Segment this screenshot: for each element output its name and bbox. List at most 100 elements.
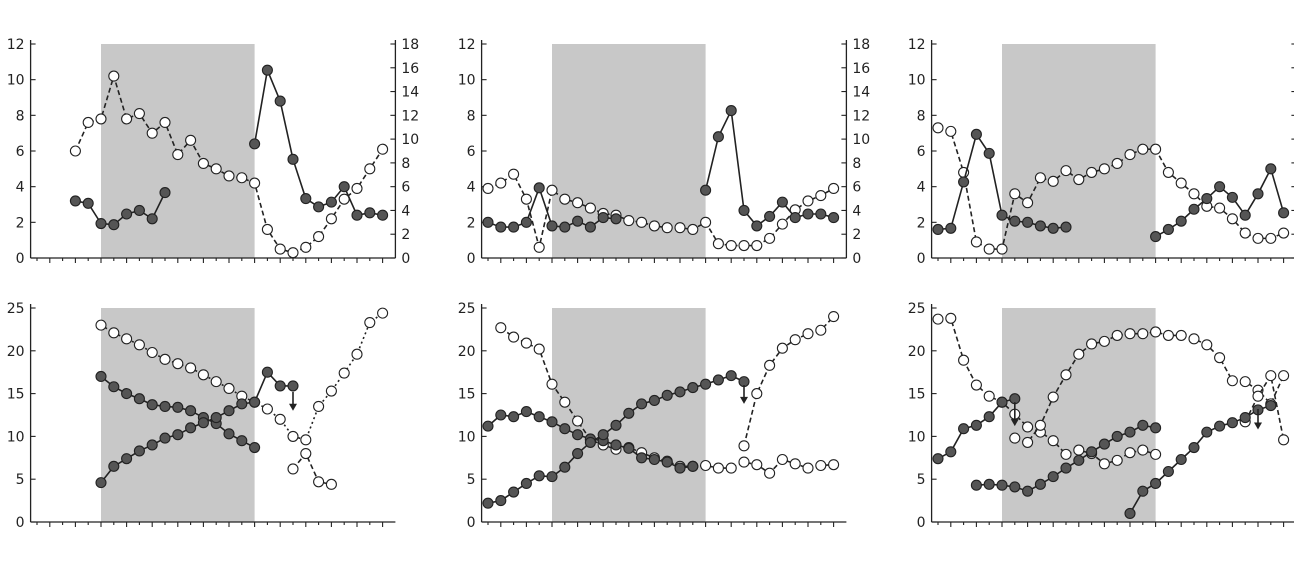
data-point-open <box>1098 458 1110 470</box>
data-point-filled <box>495 409 507 421</box>
data-point-open <box>1111 329 1123 341</box>
data-point-open <box>764 467 776 479</box>
upper-y-tick-label: 8 <box>16 108 25 124</box>
data-point-open <box>725 239 737 252</box>
data-point-filled <box>236 398 248 410</box>
upper-y2-tick-label: 4 <box>852 203 861 219</box>
data-point-open <box>559 193 571 205</box>
data-point-filled <box>597 212 609 224</box>
upper-y-tick-label: 8 <box>467 108 476 124</box>
data-point-filled <box>789 212 801 224</box>
data-point-filled <box>712 374 724 386</box>
data-point-filled <box>377 209 389 221</box>
data-point-open <box>1098 335 1110 347</box>
data-point-open <box>802 328 814 340</box>
data-point-filled <box>815 208 827 220</box>
data-point-open <box>95 319 107 331</box>
series-line-2-0 <box>500 327 834 475</box>
series-line-0-0 <box>487 173 834 248</box>
data-point-open <box>738 456 750 468</box>
data-point-filled <box>197 417 209 429</box>
data-point-open <box>1047 391 1059 403</box>
data-point-open <box>364 163 376 175</box>
data-point-open <box>725 462 737 474</box>
data-point-filled <box>1162 223 1174 236</box>
data-point-open <box>1239 227 1251 239</box>
data-point-filled <box>108 381 120 393</box>
data-point-open <box>764 232 776 244</box>
data-point-filled <box>146 213 158 225</box>
data-point-filled <box>996 209 1008 221</box>
data-point-filled <box>249 396 261 408</box>
data-point-open <box>932 313 944 325</box>
data-point-filled <box>1047 222 1059 234</box>
data-point-filled <box>802 208 814 220</box>
data-point-filled <box>687 460 699 472</box>
data-point-open <box>1278 370 1290 382</box>
data-point-open <box>751 239 763 252</box>
data-point-open <box>648 220 660 232</box>
upper-y2-tick-label: 18 <box>401 37 419 53</box>
data-point-open <box>1265 370 1277 382</box>
lower-y-tick-label: 5 <box>917 472 926 488</box>
data-point-filled <box>559 221 571 233</box>
data-point-open <box>1137 444 1149 456</box>
data-point-open <box>325 385 337 397</box>
upper-y2-tick-label: 6 <box>401 180 410 196</box>
data-point-open <box>495 177 507 189</box>
lower-y-tick-label: 20 <box>7 344 25 360</box>
data-point-filled <box>687 382 699 394</box>
data-point-open <box>1265 232 1277 244</box>
data-point-filled <box>648 394 660 406</box>
data-point-open <box>789 458 801 470</box>
data-point-filled <box>351 209 363 221</box>
data-point-open <box>970 236 982 248</box>
upper-y-tick-label: 10 <box>908 73 926 89</box>
data-point-filled <box>172 429 184 441</box>
data-point-open <box>300 241 312 253</box>
data-point-open <box>828 311 840 323</box>
upper-y2-tick-label: 2 <box>852 227 861 243</box>
data-point-filled <box>1137 485 1149 497</box>
data-point-filled <box>546 471 558 483</box>
data-point-open <box>546 378 558 390</box>
upper-y-tick-label: 6 <box>16 144 25 160</box>
data-point-filled <box>1226 417 1238 429</box>
data-point-filled <box>172 401 184 413</box>
data-point-filled <box>1060 221 1072 233</box>
data-point-filled <box>133 204 145 216</box>
data-point-open <box>945 312 957 324</box>
data-point-filled <box>223 428 235 440</box>
data-point-open <box>261 403 273 415</box>
data-point-open <box>223 382 235 395</box>
data-point-filled <box>932 453 944 465</box>
data-point-open <box>185 362 197 374</box>
data-point-filled <box>776 196 788 208</box>
ovulation-arrow-head <box>1010 419 1019 427</box>
data-point-filled <box>133 445 145 457</box>
data-point-open <box>700 216 712 228</box>
data-point-open <box>983 243 995 255</box>
data-point-open <box>69 145 81 157</box>
data-point-filled <box>185 405 197 417</box>
upper-y2-tick-label: 0 <box>852 251 861 267</box>
data-point-filled <box>313 201 325 213</box>
data-point-filled <box>495 495 507 507</box>
upper-y2-tick-label: 0 <box>401 251 410 267</box>
data-point-open <box>325 213 337 225</box>
data-point-open <box>1278 434 1290 446</box>
upper-y-tick-label: 2 <box>16 215 25 231</box>
data-point-filled <box>533 411 545 423</box>
data-point-filled <box>725 105 737 117</box>
data-point-open <box>185 134 197 146</box>
data-point-filled <box>300 193 312 205</box>
data-point-open <box>1034 419 1046 431</box>
data-point-filled <box>584 436 596 448</box>
data-point-filled <box>546 220 558 232</box>
data-point-open <box>249 177 261 189</box>
data-point-filled <box>1124 426 1136 438</box>
data-point-filled <box>546 416 558 428</box>
data-point-filled <box>597 429 609 441</box>
data-point-open <box>172 149 184 161</box>
data-point-filled <box>533 470 545 482</box>
